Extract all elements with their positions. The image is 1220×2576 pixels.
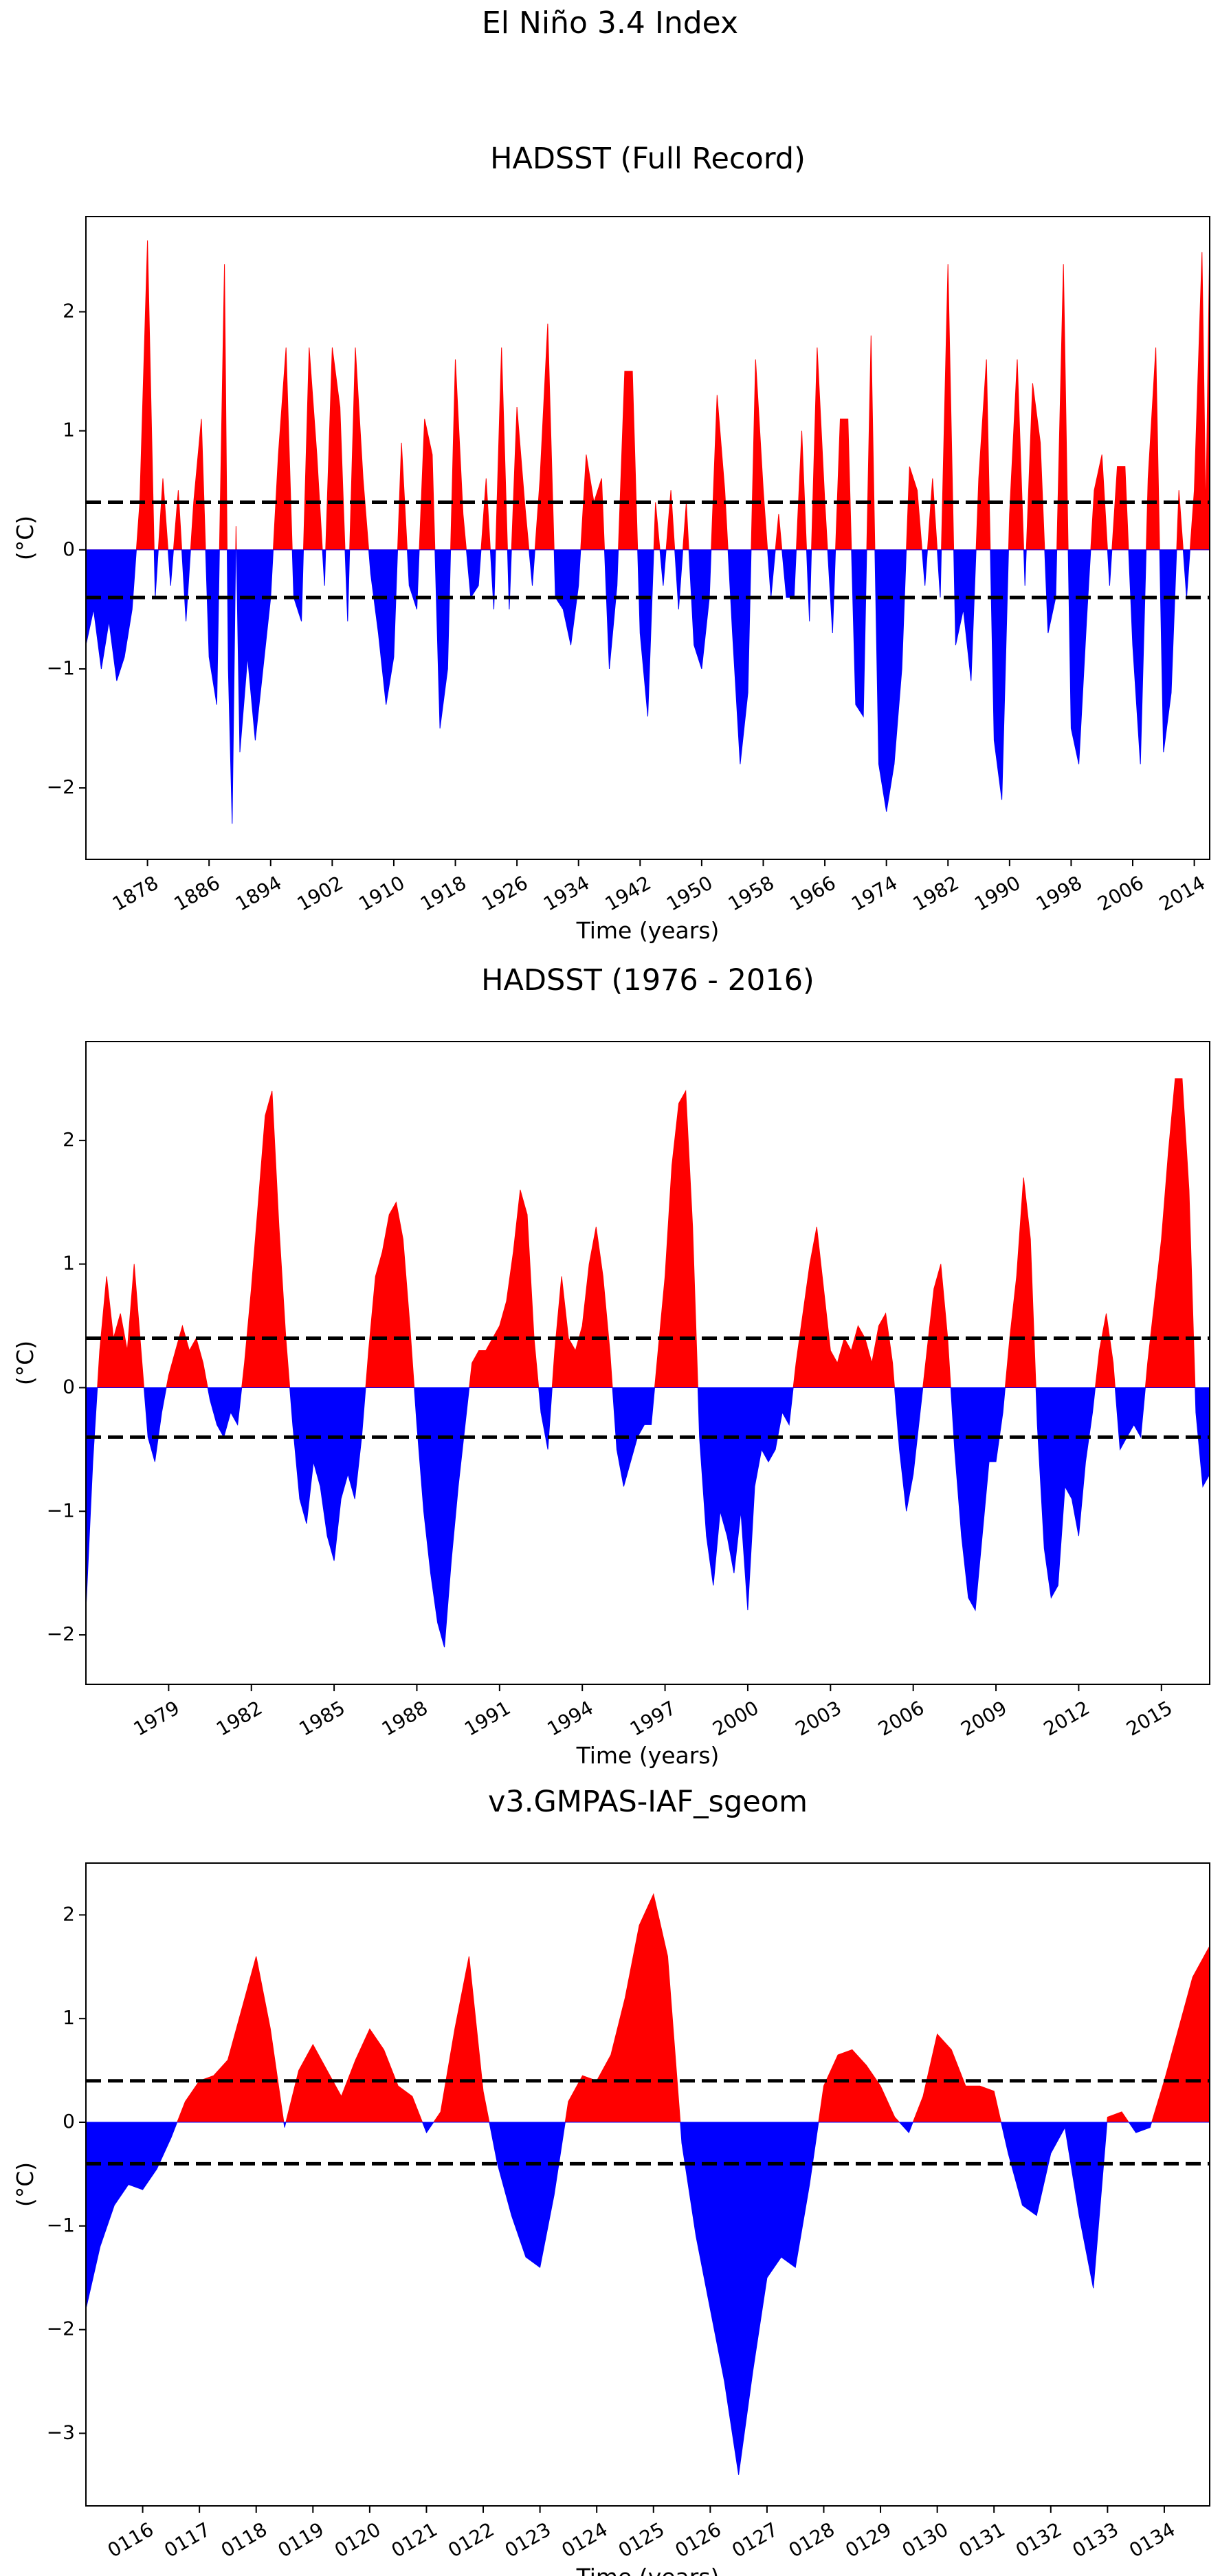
x-tick-label: 0126 [672,2518,725,2562]
chart-title: HADSST (Full Record) [490,142,806,176]
y-tick-label: 0 [63,2110,75,2133]
x-tick-label: 0116 [104,2518,157,2562]
y-tick-label: −2 [47,775,75,798]
x-tick-label: 0125 [614,2518,668,2562]
chart-title: v3.GMPAS-IAF_sgeom [488,1785,808,1819]
x-tick-label: 0122 [444,2518,498,2562]
x-tick-label: 0121 [388,2518,441,2562]
x-tick-label: 0133 [1069,2518,1122,2562]
x-tick-label: 0117 [160,2518,214,2562]
plot-frame [85,216,1210,860]
x-tick-label: 0123 [501,2518,555,2562]
y-axis-label: (°C) [12,516,38,560]
negative-anomaly-area [86,549,1210,824]
y-tick-label: 2 [63,1128,75,1151]
y-tick-label: −1 [47,657,75,679]
x-tick-label: 0120 [331,2518,384,2562]
y-axis-label: (°C) [12,2162,38,2207]
x-tick-label: 0130 [898,2518,952,2562]
x-axis-label: Time (years) [576,917,720,944]
y-tick-label: 0 [63,1375,75,1398]
x-tick-label: 0124 [557,2518,611,2562]
negative-anomaly-area [86,1387,1210,1648]
plot-frame [85,1862,1210,2507]
x-tick-label: 0119 [274,2518,328,2562]
x-tick-label: 0128 [785,2518,839,2562]
chart-title: HADSST (1976 - 2016) [481,963,814,998]
y-tick-label: −1 [47,1499,75,1521]
x-axis-label: Time (years) [576,2564,720,2576]
y-tick-label: 2 [63,1902,75,1925]
x-tick-label: 0118 [217,2518,271,2562]
figure-title: El Niño 3.4 Index [481,5,739,41]
y-tick-label: −2 [47,1622,75,1645]
y-tick-label: 1 [63,1252,75,1275]
x-axis-label: Time (years) [576,1742,720,1769]
y-tick-label: 0 [63,538,75,560]
y-axis-label: (°C) [12,1341,38,1385]
x-tick-label: 0132 [1012,2518,1065,2562]
negative-anomaly-area [86,2122,1210,2475]
y-tick-label: 1 [63,2006,75,2029]
x-tick-label: 0127 [728,2518,781,2562]
plot-frame [85,1041,1210,1685]
y-tick-label: −1 [47,2214,75,2236]
y-tick-label: −3 [47,2421,75,2443]
x-tick-label: 0129 [841,2518,895,2562]
positive-anomaly-area [86,1893,1210,2123]
x-tick-label: 0131 [955,2518,1008,2562]
y-tick-label: 2 [63,300,75,322]
x-tick-label: 0134 [1125,2518,1179,2562]
y-tick-label: 1 [63,419,75,441]
y-tick-label: −2 [47,2318,75,2340]
